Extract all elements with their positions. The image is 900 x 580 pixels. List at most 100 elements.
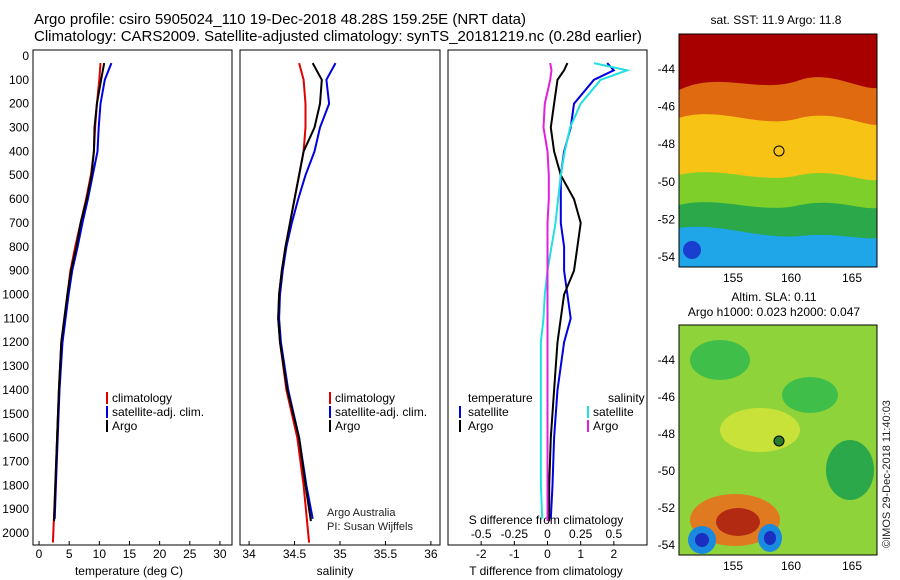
map-y-tick-label: -54 <box>658 250 676 264</box>
sla-map-title: Altim. SLA: 0.11 <box>731 290 816 304</box>
sst-map-axes: 155 160 165 -44 -46 -48 -50 -52 -54 <box>658 62 863 285</box>
x-tick-label: 0 <box>36 547 43 561</box>
sla-map <box>678 324 878 556</box>
legend-climatology: climatology <box>112 391 172 405</box>
legend-t-argo: Argo <box>468 419 494 433</box>
figure-title-line-2: Climatology: CARS2009. Satellite-adjuste… <box>34 28 642 45</box>
sla-low-patch <box>690 340 750 380</box>
legend-temperature-heading: temperature <box>468 391 533 405</box>
x-tick-label: 30 <box>213 547 227 561</box>
sla-peak-patch <box>716 508 760 536</box>
sla-map-axes: 155 160 165 -44 -46 -48 -50 -52 -54 <box>658 353 863 573</box>
x-tick-label: 36 <box>424 547 438 561</box>
s-diff-tick-label: -0.25 <box>501 527 529 541</box>
series-line-temperature-argo <box>548 62 582 522</box>
salinity-plot-frame <box>239 49 441 546</box>
x-tick-label: -2 <box>476 547 487 561</box>
legend-argo: Argo <box>112 419 138 433</box>
x-tick-label: 2 <box>610 547 617 561</box>
map-y-tick-label: -44 <box>658 62 676 76</box>
map-x-tick-label: 165 <box>842 559 862 573</box>
s-diff-tick-label: 0.25 <box>569 527 593 541</box>
t-difference-x-axis: -2 -1 0 1 2 <box>476 541 617 561</box>
salinity-legend: climatology satellite-adj. clim. Argo <box>329 391 427 433</box>
depth-tick-label: 2000 <box>2 526 29 540</box>
credit-pi: PI: Susan Wijffels <box>327 521 413 533</box>
map-y-tick-label: -46 <box>658 100 676 114</box>
x-tick-label: 10 <box>93 547 107 561</box>
legend-satellite-adj: satellite-adj. clim. <box>335 405 427 419</box>
sla-low-patch <box>826 440 874 500</box>
legend-s-argo: Argo <box>593 419 619 433</box>
x-tick-label: 15 <box>123 547 137 561</box>
x-tick-label: 5 <box>66 547 73 561</box>
legend-argo: Argo <box>335 419 361 433</box>
t-difference-axis-label: T difference from climatology <box>469 564 623 578</box>
map-y-tick-label: -48 <box>658 137 676 151</box>
depth-tick-label: 1700 <box>2 455 29 469</box>
legend-climatology: climatology <box>335 391 395 405</box>
map-y-tick-label: -50 <box>658 175 676 189</box>
s-difference-x-axis: -0.5 -0.25 0 0.25 0.5 <box>471 527 623 541</box>
sla-map-frame <box>678 324 878 556</box>
map-x-tick-label: 160 <box>781 559 801 573</box>
legend-t-satellite: satellite <box>468 405 509 419</box>
depth-tick-label: 800 <box>9 240 29 254</box>
depth-axis: 0 100 200 300 400 500 600 700 800 900 1000 1100 1200… <box>2 49 29 540</box>
depth-tick-label: 400 <box>9 144 29 158</box>
series-line-satellite-adj-clim- <box>53 62 113 519</box>
temperature-x-axis: 0 5 10 15 20 25 30 <box>36 541 227 561</box>
depth-tick-label: 500 <box>9 168 29 182</box>
s-diff-tick-label: 0 <box>544 527 551 541</box>
x-tick-label: 1 <box>577 547 584 561</box>
legend-salinity-heading: salinity <box>608 391 645 405</box>
depth-tick-label: 1200 <box>2 335 29 349</box>
x-tick-label: 25 <box>183 547 197 561</box>
depth-tick-label: 1600 <box>2 431 29 445</box>
series-line-temperature-satellite <box>549 62 616 519</box>
sla-argo-location-marker <box>773 435 785 447</box>
x-tick-label: 20 <box>153 547 167 561</box>
series-line-argo <box>53 62 106 522</box>
credit-argo-australia: Argo Australia <box>327 507 396 519</box>
map-y-tick-label: -52 <box>658 501 676 515</box>
map-y-tick-label: -54 <box>658 538 676 552</box>
sla-high-patch <box>720 408 800 452</box>
difference-legend: temperature satellite Argo salinity sate… <box>459 391 645 433</box>
sla-trough-core <box>695 533 709 547</box>
depth-tick-label: 1500 <box>2 407 29 421</box>
series-line-salinity-satellite <box>539 62 631 519</box>
x-tick-label: 0 <box>544 547 551 561</box>
series-line-argo <box>277 62 323 522</box>
series-line-salinity-argo <box>542 62 553 522</box>
x-tick-label: -1 <box>509 547 520 561</box>
map-y-tick-label: -50 <box>658 464 676 478</box>
depth-tick-label: 600 <box>9 192 29 206</box>
temperature-plot-frame <box>32 49 233 546</box>
map-y-tick-label: -48 <box>658 427 676 441</box>
temperature-axis-label: temperature (deg C) <box>75 564 183 578</box>
depth-tick-label: 200 <box>9 97 29 111</box>
s-difference-axis-label: S difference from climatology <box>469 513 624 527</box>
salinity-x-axis: 34 34.5 35 35.5 36 <box>242 541 438 561</box>
sst-argo-location-marker <box>773 145 785 157</box>
legend-satellite-adj: satellite-adj. clim. <box>112 405 204 419</box>
sla-low-patch <box>782 377 838 413</box>
sst-cyan-band <box>679 226 877 267</box>
x-tick-label: 35 <box>333 547 347 561</box>
sst-map-title: sat. SST: 11.9 Argo: 11.8 <box>711 13 842 27</box>
x-tick-label: 35.5 <box>374 547 398 561</box>
map-x-tick-label: 155 <box>723 271 743 285</box>
x-tick-label: 34.5 <box>283 547 307 561</box>
s-diff-tick-label: -0.5 <box>471 527 492 541</box>
map-y-tick-label: -44 <box>658 353 676 367</box>
sst-map-frame <box>678 33 878 268</box>
map-x-tick-label: 155 <box>723 559 743 573</box>
map-x-tick-label: 165 <box>842 271 862 285</box>
depth-tick-label: 1900 <box>2 502 29 516</box>
depth-tick-label: 1100 <box>3 311 29 325</box>
depth-tick-label: 300 <box>9 121 29 135</box>
sla-map-subtitle: Argo h1000: 0.023 h2000: 0.047 <box>688 305 860 319</box>
